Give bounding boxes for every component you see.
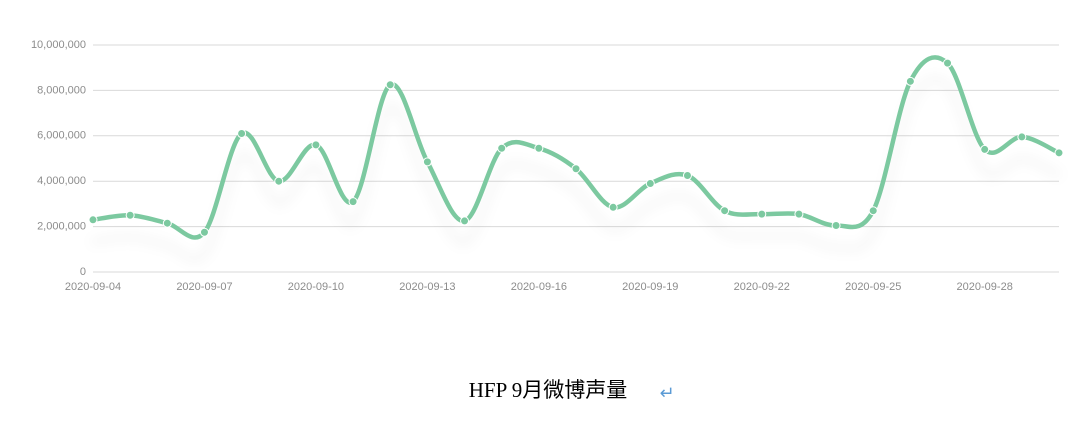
point xyxy=(199,227,209,237)
point xyxy=(1054,148,1064,158)
point xyxy=(1017,132,1027,142)
point xyxy=(980,144,990,154)
point xyxy=(385,80,395,90)
y-tick-label: 4,000,000 xyxy=(37,175,86,187)
point xyxy=(237,129,247,139)
point xyxy=(645,178,655,188)
point xyxy=(348,197,358,207)
x-tick-label: 2020-09-25 xyxy=(845,281,901,293)
x-tick-label: 2020-09-19 xyxy=(622,281,678,293)
x-tick-label: 2020-09-22 xyxy=(734,281,790,293)
x-tick-label: 2020-09-28 xyxy=(957,281,1013,293)
point xyxy=(88,215,98,225)
y-tick-label: 8,000,000 xyxy=(37,84,86,96)
point xyxy=(460,216,470,226)
point xyxy=(720,206,730,216)
point xyxy=(497,143,507,153)
point xyxy=(162,218,172,228)
y-tick-label: 6,000,000 xyxy=(37,130,86,142)
point xyxy=(608,202,618,212)
plot xyxy=(88,55,1064,240)
point xyxy=(311,140,321,150)
x-tick-label: 2020-09-13 xyxy=(399,281,455,293)
point xyxy=(125,210,135,220)
point xyxy=(868,206,878,216)
point xyxy=(682,171,692,181)
point xyxy=(794,209,804,219)
x-tick-label: 2020-09-16 xyxy=(511,281,567,293)
caption: HFP 9月微博声量 xyxy=(469,378,628,402)
paragraph-mark: ↵ xyxy=(659,383,674,404)
point xyxy=(571,164,581,174)
point xyxy=(943,58,953,68)
y-tick-label: 2,000,000 xyxy=(37,221,86,233)
point xyxy=(905,76,915,86)
x-tick-label: 2020-09-07 xyxy=(176,281,232,293)
y-tick-label: 10,000,000 xyxy=(31,39,86,51)
point xyxy=(534,143,544,153)
x-tick-label: 2020-09-04 xyxy=(65,281,121,293)
line xyxy=(90,55,1062,240)
grid: 0 2,000,000 4,000,000 6,000,000 8,000,000 10,… xyxy=(31,39,1059,293)
x-tick-label: 2020-09-10 xyxy=(288,281,344,293)
point xyxy=(274,176,284,186)
point xyxy=(831,220,841,230)
point xyxy=(422,157,432,167)
point xyxy=(757,209,767,219)
y-tick-label: 0 xyxy=(80,266,86,278)
